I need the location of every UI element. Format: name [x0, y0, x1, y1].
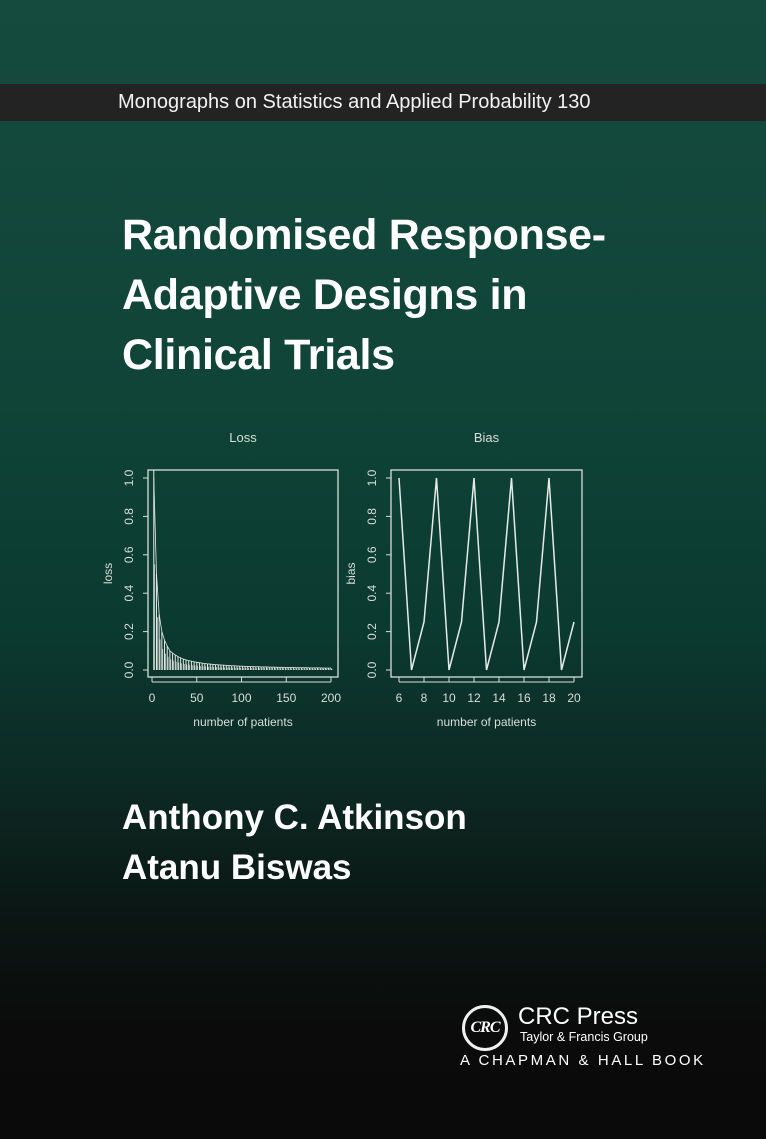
- y-tick-label: 0.8: [365, 508, 379, 525]
- y-tick-label: 0.6: [365, 546, 379, 563]
- loss-envelope: [169, 650, 173, 654]
- x-tick-label: 6: [396, 691, 403, 705]
- series-banner: [0, 84, 766, 121]
- chart-title: Bias: [474, 430, 500, 445]
- x-tick-label: 50: [190, 691, 204, 705]
- publisher-group: Taylor & Francis Group: [520, 1030, 648, 1044]
- x-tick-label: 150: [276, 691, 296, 705]
- loss-envelope: [161, 631, 165, 641]
- loss-envelope: [188, 660, 192, 662]
- title-line-1: Randomised Response-: [122, 211, 606, 259]
- y-tick-label: 0.2: [365, 623, 379, 640]
- authors: Anthony C. Atkinson Atanu Biswas: [122, 793, 467, 893]
- author-2: Atanu Biswas: [122, 848, 352, 887]
- x-axis-label: number of patients: [437, 715, 536, 729]
- loss-envelope: [166, 645, 171, 651]
- plot-frame: [390, 469, 583, 678]
- publisher-name: CRC Press: [518, 1003, 639, 1030]
- loss-envelope: [153, 477, 157, 575]
- author-1: Anthony C. Atkinson: [122, 798, 467, 837]
- title-line-3: Clinical Trials: [122, 331, 395, 379]
- x-tick-label: 18: [542, 691, 556, 705]
- title-line-2: Adaptive Designs in: [122, 271, 528, 319]
- series-title: Monographs on Statistics and Applied Pro…: [118, 91, 591, 113]
- loss-envelope: [193, 661, 197, 663]
- crc-logo-icon: CRC: [462, 1005, 508, 1051]
- book-title: Randomised Response- Adaptive Designs in…: [122, 205, 606, 385]
- plot-frame: [147, 469, 339, 678]
- x-tick-label: 100: [231, 691, 251, 705]
- loss-envelope: [172, 652, 176, 656]
- x-tick-label: 12: [467, 691, 481, 705]
- bias-line: [398, 477, 575, 671]
- y-axis-label: bias: [344, 562, 358, 584]
- loss-envelope: [183, 658, 187, 661]
- cover-charts: Loss number of patients loss 0 50 100 150 200 0.…: [101, 430, 583, 729]
- x-tick-label: 0: [149, 691, 156, 705]
- x-tick-label: 10: [442, 691, 456, 705]
- x-tick-label: 14: [492, 691, 506, 705]
- loss-envelope: [177, 656, 181, 659]
- x-tick-label: 8: [421, 691, 428, 705]
- loss-envelope: [185, 659, 189, 661]
- y-tick-label: 0.2: [122, 623, 136, 640]
- x-axis-label: number of patients: [193, 715, 292, 729]
- y-tick-label: 0.6: [122, 546, 136, 563]
- x-tick-label: 200: [321, 691, 341, 705]
- loss-envelope: [191, 660, 195, 663]
- x-tick-label: 16: [517, 691, 531, 705]
- x-tick-label: 20: [567, 691, 581, 705]
- y-tick-label: 0.4: [122, 585, 136, 602]
- loss-envelope: [156, 573, 160, 615]
- chart-title: Loss: [229, 430, 257, 445]
- y-tick-label: 0.4: [365, 585, 379, 602]
- y-axis-label: loss: [101, 563, 115, 584]
- loss-envelope: [164, 640, 168, 647]
- y-tick-label: 1.0: [122, 469, 136, 486]
- loss-envelope: [158, 614, 163, 632]
- loss-envelope: [175, 654, 179, 657]
- publisher-imprint: A CHAPMAN & HALL BOOK: [460, 1052, 706, 1069]
- y-tick-label: 0.8: [122, 508, 136, 525]
- publisher-block: CRC CRC Press Taylor & Francis Group A C…: [450, 1000, 703, 1080]
- y-tick-label: 0.0: [122, 661, 136, 678]
- loss-envelope: [180, 657, 184, 660]
- y-tick-label: 0.0: [365, 661, 379, 678]
- y-tick-label: 1.0: [365, 469, 379, 486]
